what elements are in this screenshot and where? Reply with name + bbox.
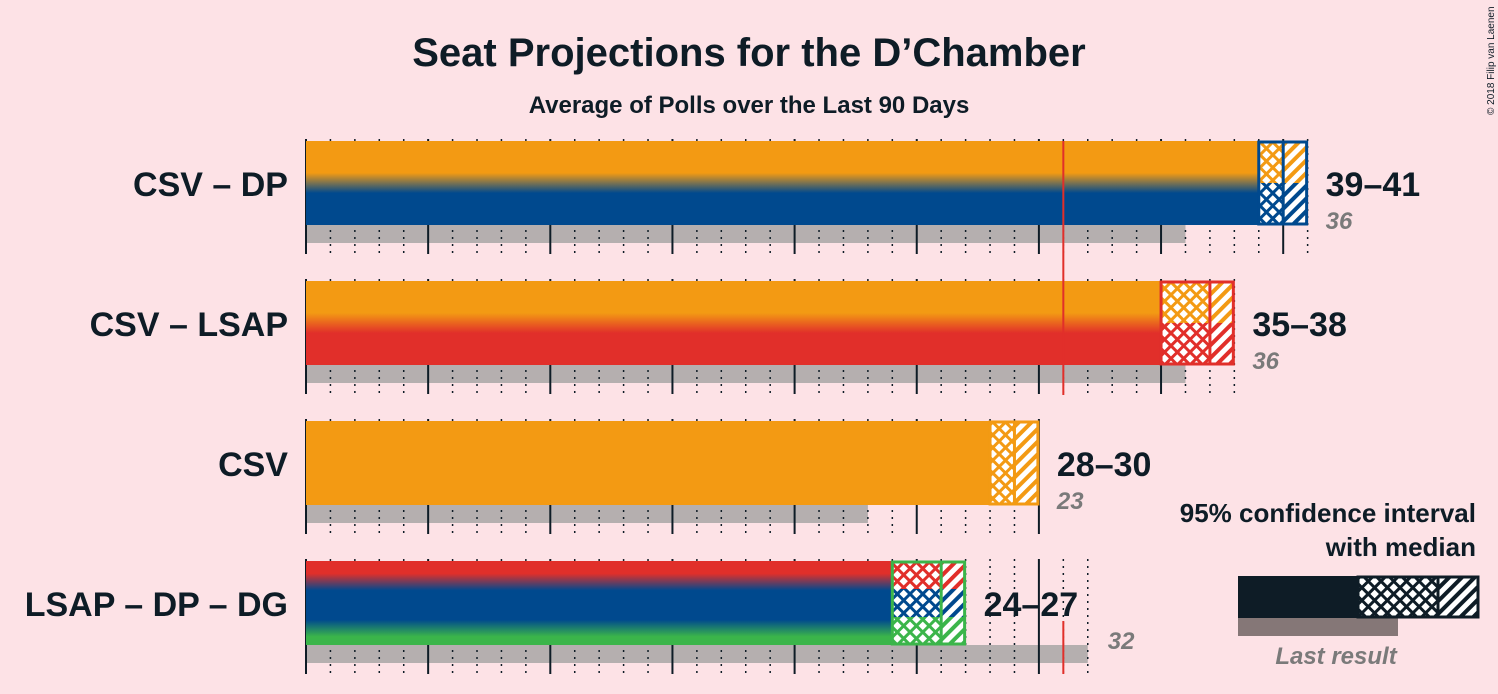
ci-upper-hatch	[1014, 421, 1039, 505]
last-result-label: 32	[1108, 628, 1135, 655]
ci-upper-hatch	[941, 617, 966, 645]
legend-ci-upper-swatch	[1438, 576, 1478, 618]
ci-lower-hatch	[1258, 141, 1284, 183]
legend-ci-lower-swatch	[1358, 576, 1438, 618]
ci-upper-hatch	[1209, 323, 1235, 365]
projection-bar	[306, 141, 1259, 225]
last-result-label: 36	[1252, 348, 1279, 375]
chart-subtitle: Average of Polls over the Last 90 Days	[529, 92, 970, 119]
last-result-label: 23	[1056, 488, 1084, 515]
last-result-bar	[306, 645, 1088, 663]
row-group: LSAP – DP – DG 24–27 32	[25, 559, 1135, 674]
ci-lower-hatch	[990, 421, 1015, 505]
ci-upper-hatch	[1283, 183, 1308, 225]
row-group: CSV – LSAP 35–38 36	[90, 279, 1347, 394]
last-result-bar	[306, 365, 1186, 383]
row-label: CSV – LSAP	[90, 306, 288, 344]
ci-lower-hatch	[892, 589, 942, 617]
row-group: CSV 28–30 23	[218, 419, 1151, 534]
range-label: 28–30	[1057, 446, 1152, 484]
ci-upper-hatch	[941, 561, 966, 589]
ci-lower-hatch	[892, 617, 942, 645]
range-label: 24–27	[984, 586, 1079, 624]
ci-lower-hatch	[892, 561, 942, 589]
legend-last-result-label: Last result	[1275, 643, 1397, 670]
row-label: LSAP – DP – DG	[25, 586, 288, 624]
row-group: CSV – DP 39–41 36	[133, 139, 1420, 254]
projection-bar	[306, 561, 893, 645]
ci-upper-hatch	[1283, 141, 1308, 183]
legend-ci-line2: with median	[1325, 532, 1476, 562]
ci-lower-hatch	[1258, 183, 1284, 225]
last-result-label: 36	[1326, 208, 1353, 235]
last-result-bar	[306, 505, 868, 523]
chart-title: Seat Projections for the D’Chamber	[412, 31, 1085, 75]
ci-lower-hatch	[1161, 323, 1210, 365]
range-label: 35–38	[1252, 306, 1347, 344]
row-label: CSV	[218, 446, 288, 484]
ci-outline	[1159, 280, 1235, 366]
legend-ci-outline	[1356, 575, 1480, 619]
projection-bar	[306, 421, 991, 505]
chart-rows: CSV – DP 39–41 36 CSV – LSAP 35–38 36 CSV 28–30…	[25, 139, 1420, 674]
legend: 95% confidence interval with median Last…	[1180, 498, 1480, 670]
projection-bar	[306, 281, 1162, 365]
ci-outline	[890, 560, 967, 646]
copyright-note: © 2018 Filip van Laenen	[1486, 6, 1497, 115]
last-result-bar	[306, 225, 1186, 243]
legend-ci-line1: 95% confidence interval	[1180, 498, 1476, 528]
range-label: 39–41	[1326, 166, 1421, 204]
ci-upper-hatch	[941, 589, 966, 617]
legend-bar-swatch	[1238, 576, 1358, 618]
ci-lower-hatch	[1161, 281, 1210, 323]
ci-upper-hatch	[1209, 281, 1235, 323]
row-label: CSV – DP	[133, 166, 288, 204]
